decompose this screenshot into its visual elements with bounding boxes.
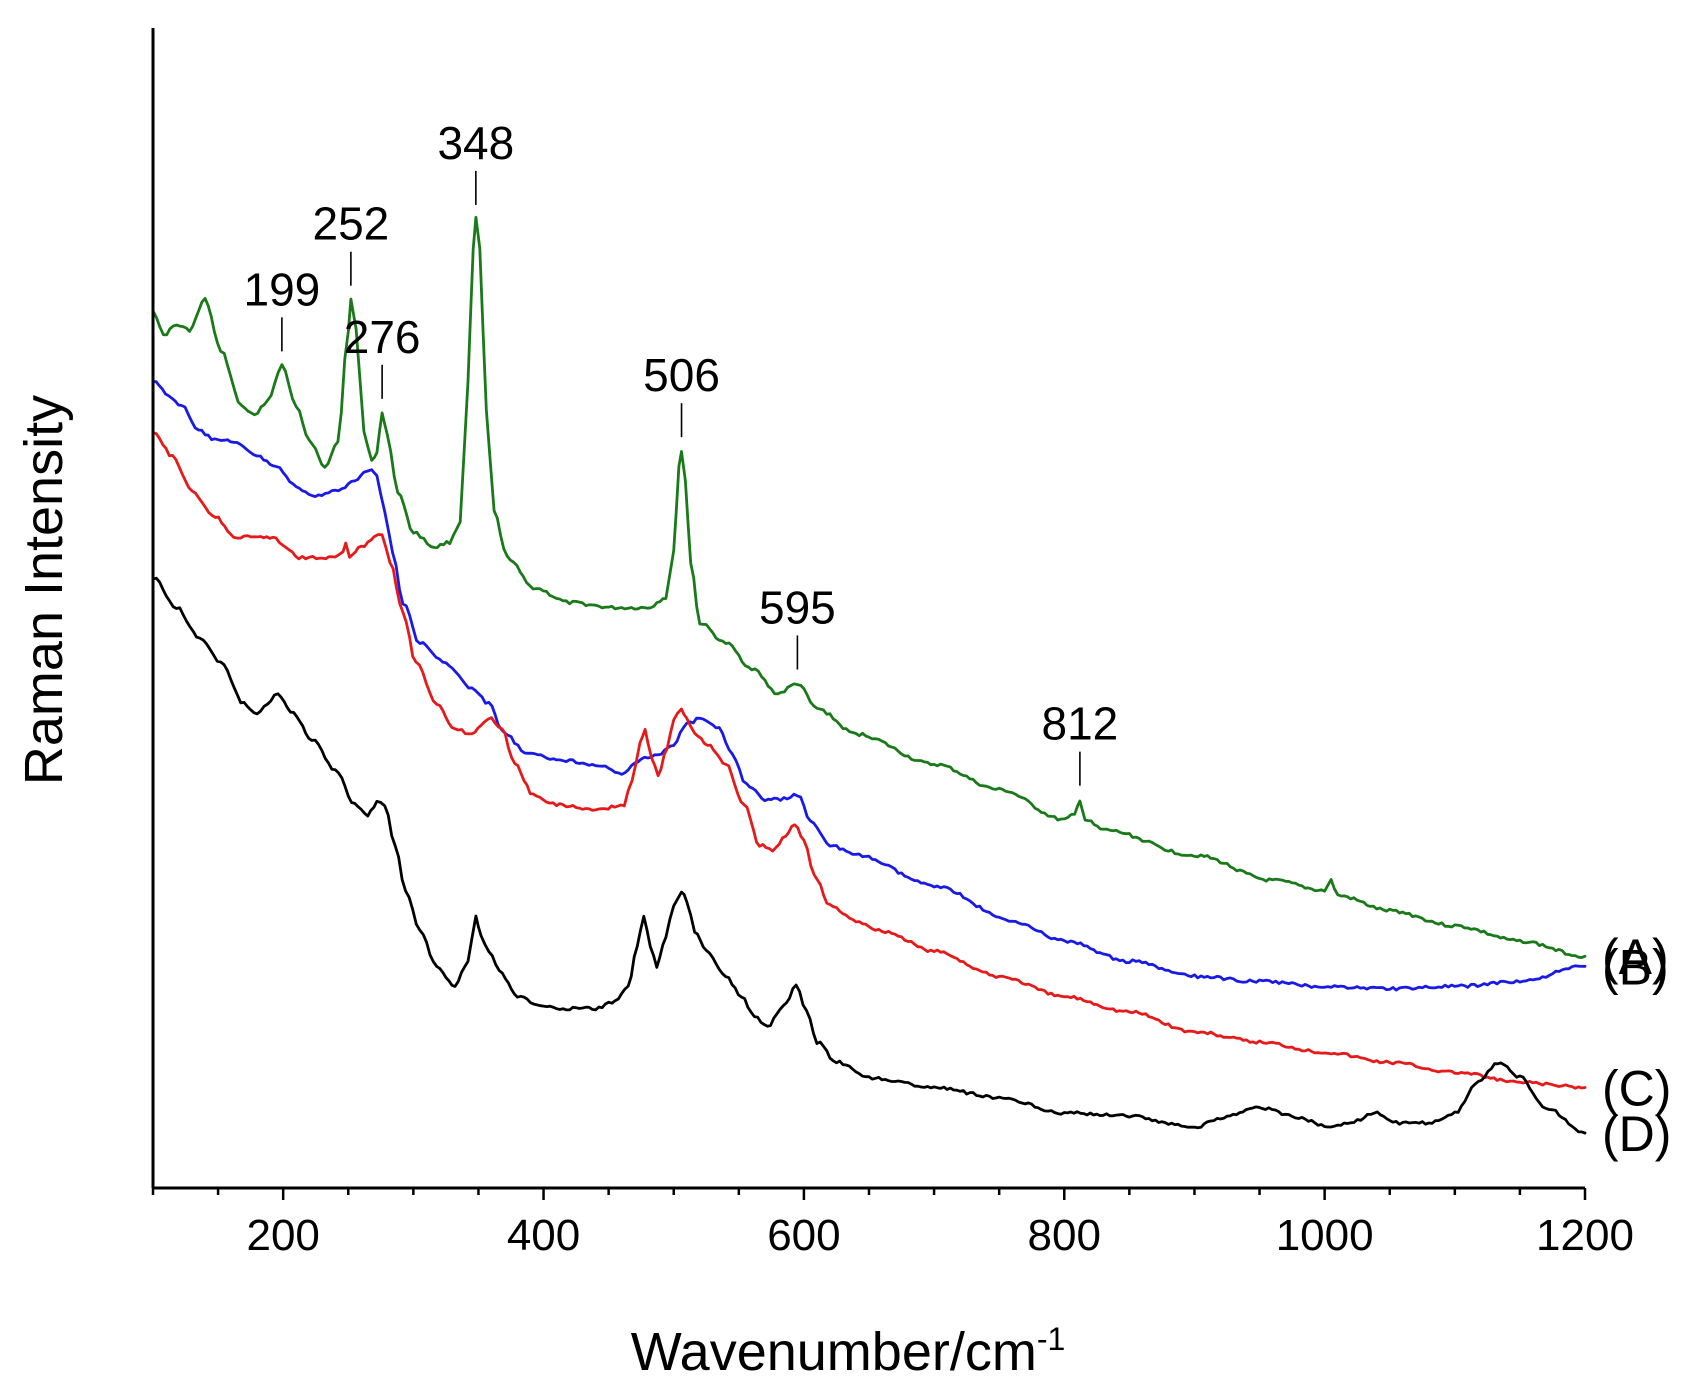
peak-label-506: 506: [643, 349, 720, 401]
peak-label-199: 199: [244, 263, 321, 315]
x-tick-label: 600: [767, 1211, 840, 1260]
series-label-a: (A): [1602, 929, 1669, 985]
series-line-c: [151, 431, 1587, 1090]
peak-label-812: 812: [1042, 698, 1119, 750]
series-layer: [151, 215, 1587, 1135]
y-axis-title: Raman Intensity: [14, 395, 74, 785]
plot-area: 199 252 276 348 506 595 812: [151, 117, 1587, 1135]
series-line-a: [151, 215, 1587, 959]
annotation-layer: 199 252 276 348 506 595 812: [244, 117, 1119, 786]
x-axis-title-text: Wavenumber/cm: [631, 1322, 1037, 1382]
x-axis-title-superscript: -1: [1037, 1321, 1065, 1357]
series-line-b: [151, 380, 1587, 992]
series-label-b: (B): [1602, 939, 1669, 995]
peak-label-276: 276: [344, 311, 421, 363]
peak-label-348: 348: [437, 117, 514, 169]
series-line-d: [151, 576, 1587, 1135]
x-tick-label: 1200: [1536, 1211, 1634, 1260]
series-labels: (A)(B) (C)(D): [1602, 929, 1671, 1162]
x-tick-label: 800: [1028, 1211, 1101, 1260]
x-tick-label: 400: [507, 1211, 580, 1260]
peak-label-595: 595: [759, 582, 836, 634]
x-axis-title: Wavenumber/cm-1: [631, 1321, 1066, 1382]
x-tick-label: 1000: [1276, 1211, 1374, 1260]
x-ticks: 200 400 600 800 1000 1200: [151, 1188, 1634, 1260]
series-label-c: (C): [1602, 1061, 1671, 1117]
series-label-d: (D): [1602, 1106, 1671, 1162]
peak-label-252: 252: [313, 198, 390, 250]
x-tick-label: 200: [246, 1211, 319, 1260]
